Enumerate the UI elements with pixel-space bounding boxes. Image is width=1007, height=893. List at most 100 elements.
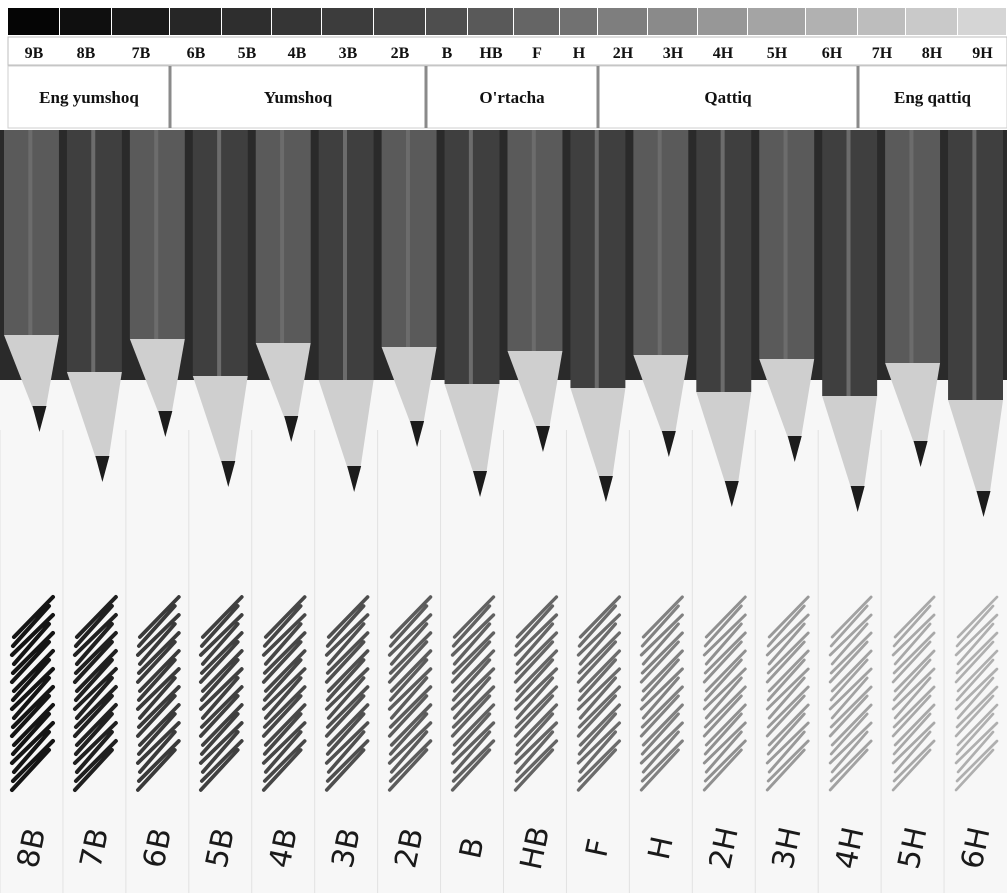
pencil-3B: 3B: [314, 130, 374, 893]
handwritten-label-5H: 5H: [892, 824, 935, 872]
handwritten-label-2B: 2B: [388, 825, 430, 871]
group-cell: [597, 65, 859, 129]
pencil-wood: [444, 384, 500, 475]
scribble-H: [639, 595, 684, 792]
scribble-2H: [702, 595, 747, 792]
pencil-highlight: [909, 130, 914, 363]
scribble-B: [450, 595, 496, 792]
grade-label-8H: 8H: [922, 45, 943, 62]
scribble-2B: [387, 595, 433, 792]
grade-label-4H: 4H: [713, 45, 734, 62]
pencil-wood: [192, 376, 248, 465]
swatch-4B: [272, 8, 321, 35]
pencil-wood: [696, 392, 752, 485]
group-label: Eng qattiq: [894, 88, 972, 107]
handwritten-label-5B: 5B: [200, 825, 242, 871]
grade-label-6B: 6B: [187, 45, 206, 62]
grade-label-3B: 3B: [339, 45, 358, 62]
pencil-H: H: [628, 130, 689, 893]
pencil-highlight: [846, 130, 851, 396]
grade-label-9B: 9B: [25, 45, 44, 62]
swatch-row: [8, 8, 1006, 35]
grade-label-4B: 4B: [288, 45, 307, 62]
group-label: Yumshoq: [264, 88, 333, 107]
pencil-highlight: [594, 130, 599, 388]
handwritten-label-4B: 4B: [262, 825, 304, 871]
scribble-F: [576, 595, 622, 792]
swatch-HB: [468, 8, 513, 35]
grade-label-9H: 9H: [972, 45, 993, 62]
pencil-lead: [347, 466, 362, 492]
pencil-wood: [255, 343, 311, 420]
pencil-highlight: [657, 130, 662, 355]
pencil-highlight: [91, 130, 96, 372]
pencil-lead: [787, 436, 802, 462]
scribble-7B: [72, 595, 118, 792]
pencil-7B: 7B: [62, 130, 122, 893]
pencil-highlight: [531, 130, 536, 351]
grade-row-frame: [7, 36, 1007, 66]
pencil-lead: [473, 471, 488, 497]
swatch-4H: [698, 8, 747, 35]
scribble-5B: [198, 595, 244, 792]
swatch-8B: [60, 8, 111, 35]
swatch-H: [560, 8, 597, 35]
pencil-wood: [759, 359, 815, 440]
grade-label-8B: 8B: [77, 45, 96, 62]
pencil-highlight: [343, 130, 348, 380]
pencil-lead: [535, 426, 550, 452]
swatch-6B: [170, 8, 221, 35]
pencil-lead: [976, 491, 991, 517]
scribble-3B: [324, 595, 370, 792]
swatch-8H: [906, 8, 957, 35]
scribble-4H: [828, 595, 873, 792]
grade-label-5B: 5B: [238, 45, 257, 62]
pencil-lead: [32, 406, 47, 432]
group-cell: [857, 65, 1007, 129]
swatch-5H: [748, 8, 805, 35]
pencil-8B: 8B: [0, 130, 59, 893]
pencil-lead: [913, 441, 928, 467]
pencil-lead: [598, 476, 613, 502]
pencil-wood: [948, 400, 1003, 495]
handwritten-label-6B: 6B: [137, 825, 179, 871]
swatch-2B: [374, 8, 425, 35]
scribble-5H: [891, 595, 936, 792]
pencil-lead: [95, 456, 110, 482]
pencil-highlight: [28, 130, 33, 335]
handwritten-label-3H: 3H: [766, 824, 809, 872]
pencil-wood: [66, 372, 122, 460]
pencil-5B: 5B: [188, 130, 248, 893]
scribble-4B: [261, 595, 307, 792]
pencil-highlight: [154, 130, 159, 339]
swatch-3B: [322, 8, 373, 35]
pencil-wood: [570, 388, 626, 480]
pencil-2H: 2H: [691, 130, 752, 893]
handwritten-label-6H: 6H: [955, 824, 998, 872]
pencil-lead: [850, 486, 865, 512]
grade-label-6H: 6H: [822, 45, 843, 62]
pencil-4B: 4B: [251, 130, 311, 893]
pencil-highlight: [720, 130, 725, 392]
pencil-wood: [822, 396, 878, 490]
pencil-6H: 6H: [943, 130, 1003, 893]
pencil-wood: [885, 363, 941, 445]
pencil-F: F: [565, 130, 626, 893]
pencil-lead: [221, 461, 236, 487]
scribble-6H: [954, 595, 999, 792]
handwritten-label-8B: 8B: [11, 825, 53, 871]
pencil-lead: [661, 431, 676, 457]
grade-label-7H: 7H: [872, 45, 893, 62]
swatch-B: [426, 8, 467, 35]
pencil-wood: [381, 347, 437, 425]
pencil-highlight: [217, 130, 222, 376]
swatch-2H: [598, 8, 647, 35]
swatch-F: [514, 8, 559, 35]
group-cell: [7, 65, 171, 129]
grade-label-7B: 7B: [132, 45, 151, 62]
group-label-row: Eng yumshoq Yumshoq O'rtacha Qattiq Eng qatt…: [7, 65, 1007, 129]
handwritten-label-7B: 7B: [74, 825, 116, 871]
pencil-lead: [410, 421, 425, 447]
pencil-lead: [724, 481, 739, 507]
